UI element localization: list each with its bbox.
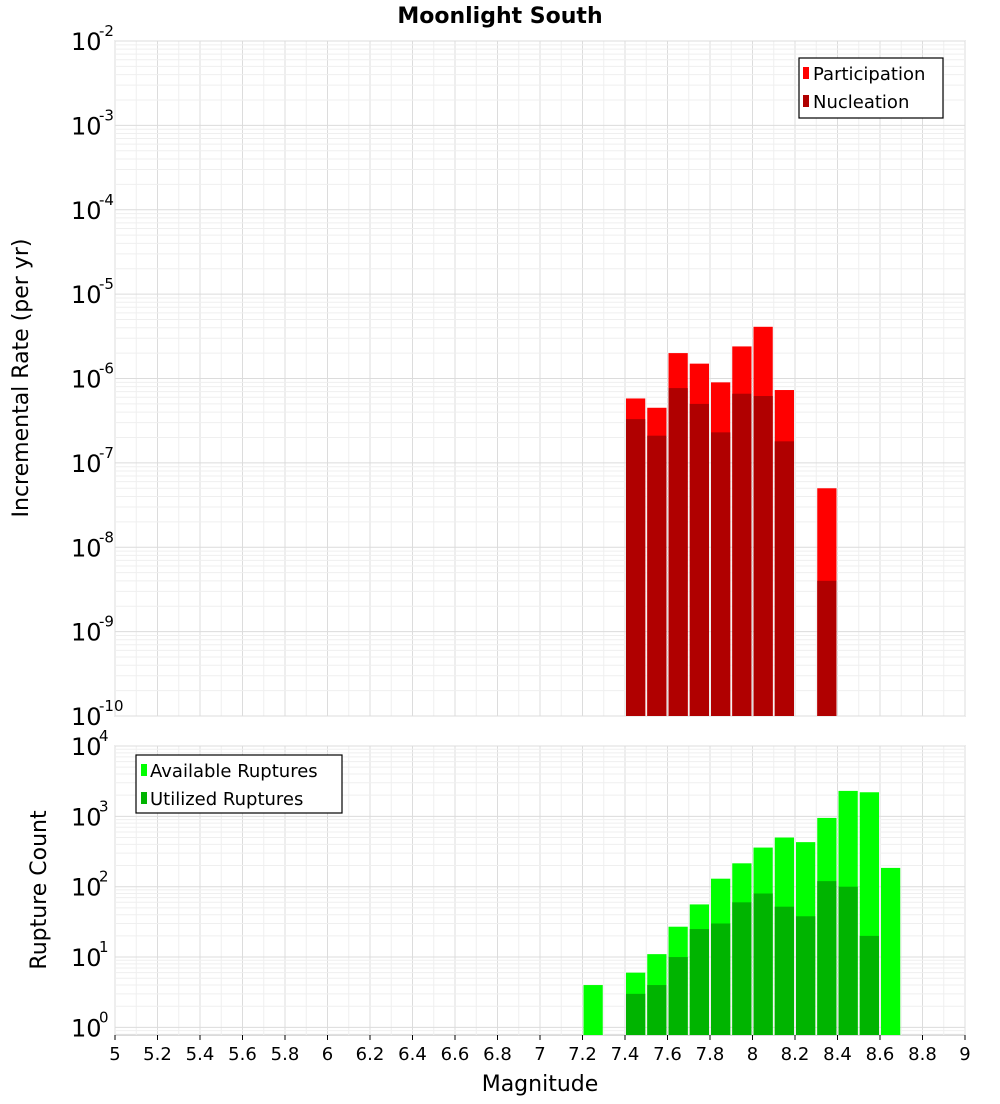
y-tick-label: 10 [71,1014,102,1042]
x-tick-label: 5.2 [143,1044,172,1065]
bar-utilized-ruptures [859,935,879,1035]
x-tick-label: 7.2 [568,1044,597,1065]
x-tick-label: 5.6 [228,1044,257,1065]
y-tick-exponent: 4 [99,727,109,745]
x-tick-label: 5.8 [271,1044,300,1065]
y-tick-label: 10 [71,619,102,647]
nucleation-legend-swatch [803,95,809,107]
bar-nucleation [732,393,752,716]
y-tick-label: 10 [71,944,102,972]
chart-title: Moonlight South [397,4,602,29]
x-tick-label: 6.2 [356,1044,385,1065]
y-tick-exponent: -6 [99,360,114,378]
y-tick-label: 10 [71,534,102,562]
y-tick-label: 10 [71,874,102,902]
x-ticks: 5 5.2 5.4 5.6 5.8 6 6.2 6.4 6.6 6.8 7 7.2 7.4 7.6 7.8 8… [109,1035,971,1065]
utilized-legend-swatch [141,792,147,804]
x-tick-label: 6 [322,1044,333,1065]
count-legend: Available Ruptures Utilized Ruptures [135,754,343,814]
rate-bars [626,326,837,716]
x-tick-label: 7.6 [653,1044,682,1065]
nucleation-legend-label: Nucleation [813,92,909,113]
y-tick-exponent: -9 [99,613,114,631]
bar-utilized-ruptures [689,929,709,1035]
bar-utilized-ruptures [626,993,646,1035]
x-tick-label: 7 [534,1044,545,1065]
x-tick-label: 8.2 [781,1044,810,1065]
available-legend-swatch [141,764,147,776]
rate-grid [114,40,966,717]
count-legend-box [135,754,343,814]
y-tick-label: 10 [71,28,102,56]
participation-legend-label: Participation [813,64,925,85]
bar-utilized-ruptures [732,902,752,1035]
x-tick-label: 6.6 [441,1044,470,1065]
x-tick-label: 8.6 [866,1044,895,1065]
x-tick-label: 8.4 [823,1044,852,1065]
x-tick-label: 8 [747,1044,758,1065]
bar-utilized-ruptures [668,957,688,1035]
x-tick-label: 8.8 [908,1044,937,1065]
y-tick-exponent: -10 [99,697,124,715]
y-tick-exponent: -5 [99,275,114,293]
bar-utilized-ruptures [711,923,731,1035]
bar-utilized-ruptures [817,881,837,1035]
y-tick-exponent: 0 [99,1008,109,1026]
bar-utilized-ruptures [647,985,667,1035]
bar-available-ruptures [583,985,603,1035]
rate-y-axis-title: Incremental Rate (per yr) [9,239,34,518]
bar-nucleation [711,432,731,716]
bar-available-ruptures [881,867,901,1035]
y-tick-exponent: -7 [99,444,114,462]
y-tick-label: 10 [71,703,102,731]
x-axis-title: Magnitude [482,1072,599,1097]
x-tick-label: 5.4 [186,1044,215,1065]
bar-nucleation [647,435,667,716]
x-tick-label: 7.8 [696,1044,725,1065]
y-tick-exponent: 2 [99,868,109,886]
y-tick-label: 10 [71,803,102,831]
x-tick-label: 5 [109,1044,120,1065]
bar-nucleation [626,419,646,716]
bar-nucleation [689,403,709,716]
x-tick-label: 9 [959,1044,970,1065]
y-tick-label: 10 [71,197,102,225]
utilized-legend-label: Utilized Ruptures [150,789,303,810]
bar-utilized-ruptures [774,906,794,1035]
y-tick-label: 10 [71,112,102,140]
y-tick-exponent: 3 [99,797,109,815]
y-tick-label: 10 [71,450,102,478]
y-tick-label: 10 [71,366,102,394]
rate-legend-box [798,57,944,119]
bar-nucleation [817,580,837,716]
y-tick-exponent: 1 [99,938,109,956]
available-legend-label: Available Ruptures [150,761,318,782]
y-tick-exponent: -4 [99,191,114,209]
y-tick-exponent: -8 [99,528,114,546]
bar-nucleation [774,441,794,716]
bar-nucleation [753,396,773,716]
y-tick-exponent: -2 [99,22,114,40]
y-tick-label: 10 [71,281,102,309]
bar-utilized-ruptures [796,916,816,1035]
x-tick-label: 7.4 [611,1044,640,1065]
x-tick-label: 6.4 [398,1044,427,1065]
count-y-axis-title: Rupture Count [27,810,52,970]
y-tick-exponent: -3 [99,106,114,124]
bar-utilized-ruptures [753,893,773,1035]
participation-legend-swatch [803,67,809,79]
rate-legend: Participation Nucleation [798,57,944,119]
x-tick-label: 6.8 [483,1044,512,1065]
bar-nucleation [668,388,688,716]
count-bars [583,790,901,1035]
y-tick-label: 10 [71,733,102,761]
bar-utilized-ruptures [838,886,858,1035]
